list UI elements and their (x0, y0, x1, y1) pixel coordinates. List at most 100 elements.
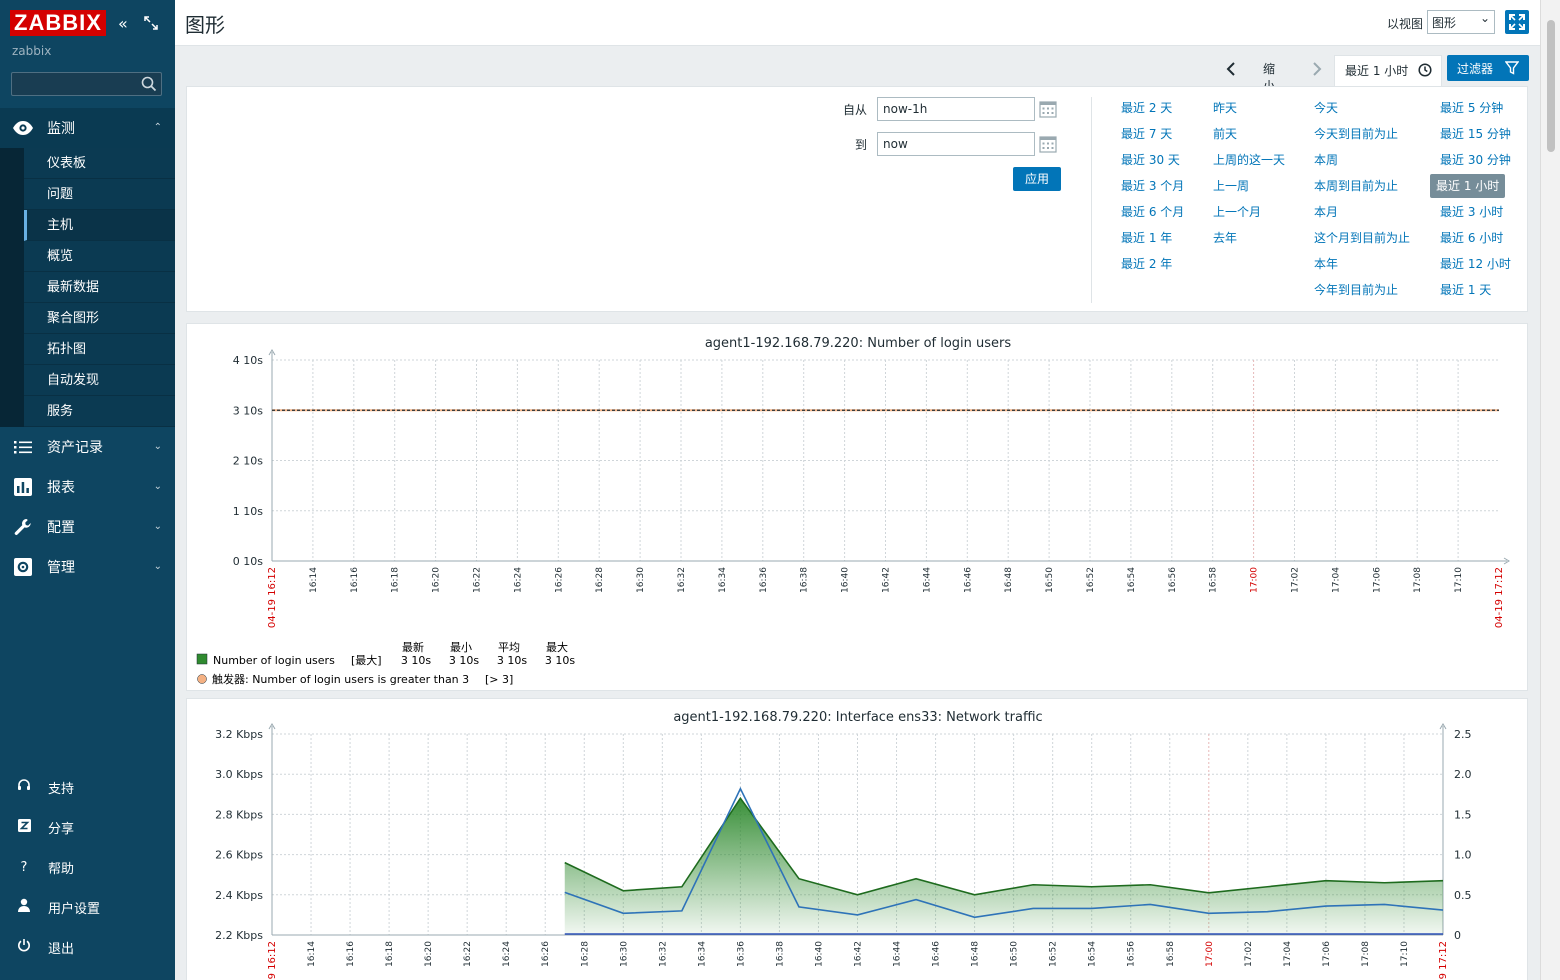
quick-range-link[interactable]: 本年 (1314, 257, 1339, 271)
collapse-sidebar-icon[interactable]: « (118, 14, 128, 33)
submenu-latest-data[interactable]: 最新数据 (24, 272, 175, 303)
menu-inventory[interactable]: 资产记录 ⌄ (0, 427, 175, 467)
quick-range-link[interactable]: 最近 12 小时 (1440, 257, 1511, 271)
x-tick-label: 16:44 (922, 567, 932, 593)
submenu-discovery[interactable]: 自动发现 (24, 365, 175, 396)
quick-range-link[interactable]: 今天到目前为止 (1314, 127, 1399, 141)
quick-range-link[interactable]: 最近 7 天 (1121, 127, 1173, 141)
x-start-label: 04-19 16:12 (267, 941, 278, 980)
chart-series (564, 786, 1444, 935)
submenu-hosts[interactable]: 主机 (24, 210, 175, 241)
legend-series-name: Number of login users (213, 654, 335, 667)
quick-range-link[interactable]: 前天 (1213, 127, 1238, 141)
submenu-screens[interactable]: 聚合图形 (24, 303, 175, 334)
support-link[interactable]: 支持 (0, 767, 175, 807)
login-users-chart[interactable]: agent1-192.168.79.220: Number of login u… (187, 324, 1529, 692)
submenu-overview[interactable]: 概览 (24, 241, 175, 272)
quick-range-link[interactable]: 上周的这一天 (1213, 153, 1286, 167)
filter-tab[interactable]: 过滤器 (1447, 55, 1529, 81)
x-tick-label: 17:00 (1250, 567, 1260, 593)
x-tick-label: 16:34 (697, 941, 707, 967)
x-axis-ticks: 16:14 16:16 16:18 16:20 16:22 16:24 16:26 16:28… (267, 567, 1505, 628)
x-tick-label: 16:48 (971, 941, 981, 967)
to-calendar-icon[interactable] (1039, 135, 1057, 153)
to-input[interactable]: now (877, 132, 1035, 156)
y-axis-ticks: 3.2 Kbps 2.5 3.0 Kbps 2.0 2.8 Kbps 1.5 2.6 Kbp… (215, 728, 1471, 942)
from-input[interactable]: now-1h (877, 97, 1035, 121)
quick-range-link[interactable]: 本月 (1314, 205, 1339, 219)
time-range-tab[interactable]: 最近 1 小时 (1334, 55, 1442, 86)
from-calendar-icon[interactable] (1039, 100, 1057, 118)
menu-reports[interactable]: 报表 ⌄ (0, 467, 175, 507)
eye-icon (12, 117, 34, 139)
quick-range-link[interactable]: 最近 1 天 (1440, 283, 1492, 297)
view-as-select[interactable]: 图形 (1427, 10, 1495, 34)
quick-range-link[interactable]: 这个月到目前为止 (1314, 231, 1411, 245)
search-icon[interactable] (141, 76, 157, 92)
quick-range-link[interactable]: 昨天 (1213, 101, 1238, 115)
quick-range-link[interactable]: 最近 3 个月 (1121, 179, 1185, 193)
legend-value-max: 3 10s (545, 654, 575, 667)
quick-range-link[interactable]: 最近 30 天 (1121, 153, 1180, 167)
share-link[interactable]: 分享 (0, 807, 175, 847)
page-scrollbar[interactable] (1540, 0, 1560, 980)
fullscreen-button[interactable] (1505, 10, 1529, 34)
quick-range-link[interactable]: 最近 2 天 (1121, 101, 1173, 115)
apply-button[interactable]: 应用 (1013, 167, 1061, 191)
menu-configuration[interactable]: 配置 ⌄ (0, 507, 175, 547)
search-input[interactable] (11, 72, 162, 96)
quick-range-link[interactable]: 上一个月 (1213, 205, 1262, 219)
zabbix-logo[interactable]: ZABBIX (10, 10, 106, 36)
kiosk-mode-icon[interactable] (144, 15, 158, 34)
submenu-services[interactable]: 服务 (24, 396, 175, 427)
x-tick-label: 17:02 (1291, 567, 1301, 593)
y-tick-label: 0 10s (233, 555, 263, 568)
quick-range-link[interactable]: 本周到目前为止 (1314, 179, 1399, 193)
time-forward-icon[interactable] (1312, 61, 1322, 81)
y-tick-label-left: 3.2 Kbps (215, 728, 263, 741)
scrollbar-thumb[interactable] (1547, 20, 1555, 152)
chart-title: agent1-192.168.79.220: Number of login u… (705, 336, 1012, 351)
quick-range-link[interactable]: 今年到目前为止 (1314, 283, 1399, 297)
quick-range-link[interactable]: 本周 (1314, 153, 1339, 167)
legend-trigger-label: 触发器: Number of login users is greater th… (212, 672, 469, 686)
quick-range-link[interactable]: 今天 (1314, 101, 1339, 115)
chart-grid (268, 723, 1447, 936)
quick-range-col-1: 最近 2 天 最近 7 天 最近 30 天 最近 3 个月 最近 6 个月 最近… (1121, 99, 1184, 281)
series-line-incoming (564, 796, 1444, 896)
y-tick-label: 4 10s (233, 354, 263, 367)
to-label: 到 (855, 138, 868, 152)
x-tick-label: 16:16 (346, 941, 356, 967)
x-tick-label: 17:06 (1322, 941, 1332, 967)
quick-range-link[interactable]: 最近 1 年 (1121, 231, 1173, 245)
help-link[interactable]: ? 帮助 (0, 847, 175, 887)
x-tick-label: 16:32 (658, 941, 668, 967)
network-traffic-chart[interactable]: agent1-192.168.79.220: Interface ens33: … (187, 699, 1529, 980)
bar-chart-icon (12, 476, 34, 498)
sign-out-label: 退出 (48, 941, 75, 957)
x-tick-label: 16:56 (1127, 941, 1137, 967)
legend-header-avg: 平均 (498, 641, 520, 654)
sign-out-link[interactable]: 退出 (0, 927, 175, 967)
quick-range-link[interactable]: 最近 6 个月 (1121, 205, 1185, 219)
time-back-icon[interactable] (1226, 61, 1236, 81)
x-tick-label: 16:38 (775, 941, 785, 967)
menu-administration[interactable]: 管理 ⌄ (0, 547, 175, 587)
quick-range-link[interactable]: 上一周 (1213, 179, 1250, 193)
quick-range-link[interactable]: 最近 30 分钟 (1440, 153, 1511, 167)
quick-range-link[interactable]: 最近 3 小时 (1440, 205, 1504, 219)
y-tick-label-right: 0 (1454, 929, 1461, 942)
quick-range-link[interactable]: 去年 (1213, 231, 1238, 245)
submenu-maps[interactable]: 拓扑图 (24, 334, 175, 365)
quick-range-link[interactable]: 最近 2 年 (1121, 257, 1173, 271)
submenu-problems[interactable]: 问题 (24, 179, 175, 210)
page-title: 图形 (185, 13, 225, 37)
view-as-value: 图形 (1432, 16, 1457, 30)
submenu-dashboard[interactable]: 仪表板 (24, 148, 175, 179)
quick-range-link[interactable]: 最近 15 分钟 (1440, 127, 1511, 141)
menu-monitoring[interactable]: 监测 ⌃ (0, 108, 175, 148)
quick-range-link[interactable]: 最近 5 分钟 (1440, 101, 1504, 115)
quick-range-link[interactable]: 最近 6 小时 (1440, 231, 1504, 245)
user-settings-link[interactable]: 用户设置 (0, 887, 175, 927)
quick-range-link-selected[interactable]: 最近 1 小时 (1430, 174, 1506, 198)
